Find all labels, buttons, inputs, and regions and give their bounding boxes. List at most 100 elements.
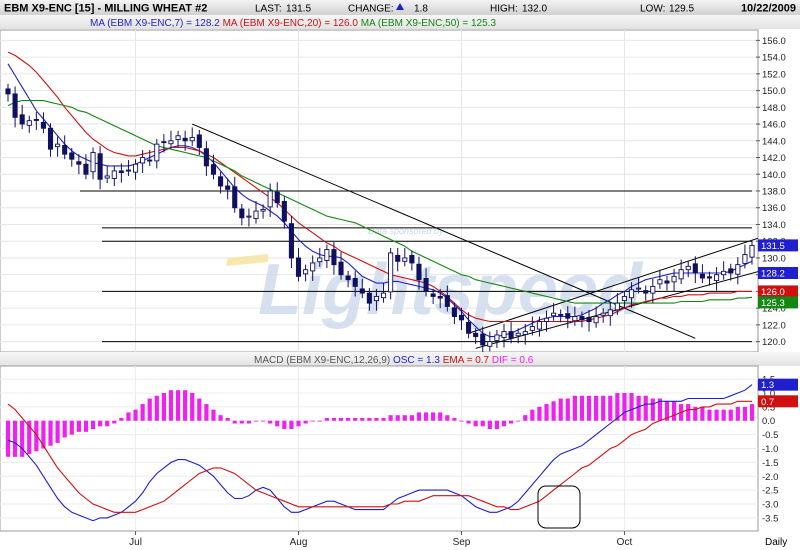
candle [5, 83, 11, 102]
macd-hist-bar [657, 398, 662, 421]
macd-hist-bar [501, 420, 507, 427]
macd-hist-bar [586, 395, 592, 421]
candle [388, 247, 394, 300]
macd-hist-bar [749, 404, 755, 421]
price-y-tick-label: 144.0 [762, 136, 786, 147]
macd-hist-bar [317, 420, 322, 422]
candle [218, 171, 224, 194]
candle [735, 257, 741, 285]
candle [380, 283, 387, 303]
candle [430, 288, 436, 304]
macd-legend: MACD (EBM X9-ENC,12,26,9) OSC = 1.3 EMA … [254, 355, 534, 366]
candle-body-down [196, 134, 202, 148]
macd-y-tick-label: -1.0 [762, 444, 778, 455]
candle [55, 136, 61, 157]
macd-hist-bar [175, 390, 181, 421]
candle [175, 130, 181, 148]
macd-hist-bar [686, 404, 691, 421]
ma7-legend: MA (EBM X9-ENC,7) = 128.2 [90, 18, 220, 29]
x-tick-label: Sep [453, 537, 471, 548]
high-value: 132.0 [522, 4, 547, 15]
candle [366, 288, 372, 311]
candle [125, 160, 132, 176]
candle-body-up [678, 269, 684, 280]
candle-body-down [565, 313, 571, 319]
candle-body-up [543, 317, 550, 322]
candle [210, 154, 217, 180]
macd-hist-bar [12, 420, 18, 457]
candle [636, 278, 642, 294]
price-y-tick-label: 146.0 [762, 120, 786, 131]
candle [749, 240, 755, 265]
price-y-tick-label: 122.0 [762, 320, 786, 331]
macd-hist-bar [346, 417, 351, 421]
candle [232, 176, 238, 213]
macd-hist-bar [508, 420, 514, 424]
candle-body-up [104, 175, 110, 179]
candle-body-up [515, 332, 521, 337]
candle [260, 204, 266, 219]
candle [161, 134, 167, 153]
candle-body-down [579, 316, 585, 321]
candle [253, 201, 259, 224]
macd-hist-bar [360, 417, 365, 421]
candle-body-up [175, 135, 181, 140]
macd-hist-bar [402, 415, 407, 421]
macd-legend-bar [0, 352, 800, 366]
price-y-tick-label: 138.0 [762, 187, 786, 198]
macd-osc-tag-label: 1.3 [761, 380, 774, 391]
price-y-tick-label: 142.0 [762, 153, 786, 164]
macd-hist-bar [253, 420, 259, 422]
candle-body-up [55, 143, 61, 148]
candle-body-down [76, 161, 82, 165]
candle [466, 312, 472, 339]
trend-line [468, 237, 758, 334]
candle [692, 256, 698, 284]
candle [140, 149, 146, 174]
macd-y-tick-label: 1.0 [762, 388, 775, 399]
candle-body-down [643, 290, 649, 294]
candle-body-down [480, 333, 486, 346]
candle-body-down [416, 263, 422, 281]
candle [437, 288, 443, 309]
candle-body-down [728, 268, 734, 274]
candle-body-down [338, 261, 344, 276]
candle-body-down [281, 201, 287, 222]
macd-hist-bar [34, 420, 39, 452]
macd-hist-bar [55, 420, 60, 443]
candle-body-up [735, 264, 741, 275]
candle-body-up [253, 210, 259, 220]
candle [359, 278, 365, 299]
candle [565, 306, 571, 329]
macd-hist-bar [516, 420, 521, 422]
candle [352, 270, 358, 297]
candle [664, 275, 670, 291]
candle [643, 285, 649, 301]
macd-hist-bar [636, 395, 641, 421]
candle-body-down [47, 127, 54, 150]
candle-body-up [522, 331, 528, 335]
candle [274, 182, 280, 208]
candle [111, 165, 117, 186]
macd-hist-bar [76, 420, 81, 432]
candle [515, 328, 521, 344]
candle [225, 178, 231, 200]
candle-body-up [551, 312, 557, 317]
candle-body-up [614, 302, 620, 311]
candle [685, 261, 691, 278]
up-arrow-icon [396, 3, 404, 10]
candle-body-down [558, 313, 564, 316]
macd-hist-bar [218, 415, 223, 421]
macd-hist-bar [735, 406, 740, 421]
candle [203, 141, 209, 176]
candle [508, 321, 514, 344]
candle [678, 259, 684, 284]
macd-hist-bar [275, 420, 280, 427]
macd-hist-bar [558, 398, 563, 421]
macd-hist-bar [260, 420, 266, 422]
macd-ema-tag-label: 0.7 [761, 397, 774, 408]
ma50-line [7, 100, 753, 304]
macd-hist-bar [728, 409, 733, 421]
